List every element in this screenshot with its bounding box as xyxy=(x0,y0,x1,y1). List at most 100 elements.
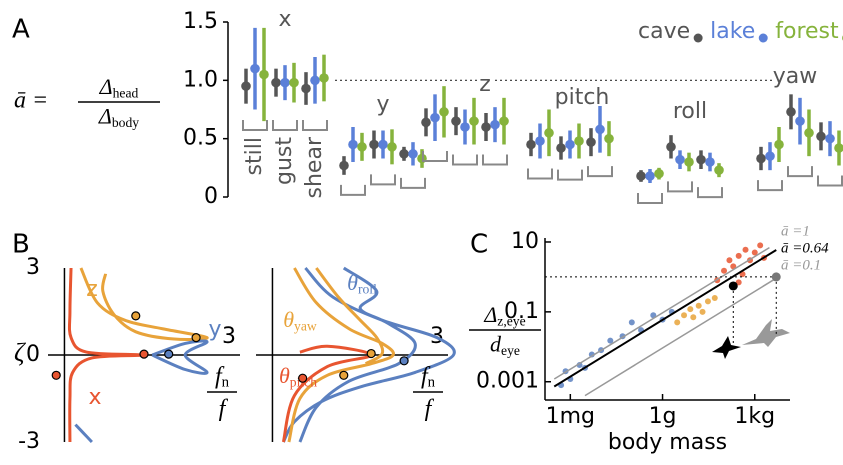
point xyxy=(604,134,614,144)
y-tick-label: 1.0 xyxy=(183,67,218,92)
y-tick-label: 3 xyxy=(26,255,40,280)
group-label: z xyxy=(479,72,491,97)
panel-letter: A xyxy=(12,15,30,45)
curve-label: x xyxy=(88,385,101,410)
point xyxy=(310,76,320,86)
line-label: ā =0.64 xyxy=(781,240,829,256)
point xyxy=(357,142,367,152)
x-axis-label: body mass xyxy=(608,430,727,455)
point xyxy=(786,107,796,117)
x-tick-label: 1mg xyxy=(546,404,595,429)
y-tick-label: 10 xyxy=(511,229,539,254)
subscript: n xyxy=(428,375,436,391)
curve-label: z xyxy=(86,277,98,302)
point xyxy=(340,371,348,379)
point xyxy=(714,165,724,175)
point xyxy=(696,155,706,165)
point xyxy=(654,169,664,179)
legend-label: cave xyxy=(638,19,690,44)
subscript: yaw xyxy=(294,319,317,334)
subscript: n xyxy=(222,375,230,391)
point xyxy=(756,154,766,164)
point xyxy=(369,140,379,150)
condition-label: still xyxy=(242,137,267,175)
y-tick-label: 0 xyxy=(26,342,40,367)
point xyxy=(301,84,311,94)
subscript: head xyxy=(113,85,139,100)
point xyxy=(700,309,706,315)
y-tick-label: -3 xyxy=(18,429,40,454)
legend-dot xyxy=(759,34,768,43)
condition-label: gust xyxy=(272,137,297,185)
point xyxy=(774,140,784,150)
group-label: yaw xyxy=(773,64,818,89)
point xyxy=(825,134,835,144)
point xyxy=(132,312,140,320)
point xyxy=(666,142,676,152)
point xyxy=(348,140,358,150)
point xyxy=(52,371,60,379)
y-tick-label: 0.001 xyxy=(476,369,539,394)
point xyxy=(499,116,509,126)
subscript: body xyxy=(112,115,139,130)
ylabel-lhs: ā = xyxy=(14,88,48,114)
line-label: ā =0.1 xyxy=(781,257,821,273)
subscript: roll xyxy=(358,282,377,297)
point xyxy=(469,116,479,126)
point xyxy=(250,64,260,74)
ylabel: ζ xyxy=(14,338,26,367)
point xyxy=(481,122,491,132)
point xyxy=(367,350,375,358)
group-label: y xyxy=(376,92,389,117)
condition-label: shear xyxy=(302,136,327,198)
point xyxy=(687,306,693,312)
point xyxy=(319,73,329,83)
point xyxy=(674,319,680,325)
point xyxy=(165,350,173,358)
point xyxy=(681,312,687,318)
point xyxy=(408,149,418,159)
group-label: x xyxy=(278,7,291,32)
marker xyxy=(729,281,738,290)
point xyxy=(795,116,805,126)
text-part: Δ xyxy=(99,74,113,99)
point xyxy=(430,113,440,123)
point xyxy=(736,253,742,259)
text-part: z xyxy=(86,277,98,302)
text-part: x xyxy=(88,385,101,410)
y-tick-label: 0 xyxy=(204,184,218,209)
point xyxy=(743,247,749,253)
point xyxy=(140,350,148,358)
point xyxy=(804,128,814,138)
background xyxy=(0,0,843,465)
point xyxy=(726,257,732,263)
marker xyxy=(772,272,781,281)
point xyxy=(705,157,715,167)
point xyxy=(192,334,200,342)
y-tick-label: 0.5 xyxy=(183,126,218,151)
subscript: eye xyxy=(501,343,520,358)
point xyxy=(460,122,470,132)
point xyxy=(816,132,826,142)
point xyxy=(705,298,711,304)
point xyxy=(490,120,500,130)
legend-dot xyxy=(694,34,703,43)
point xyxy=(451,116,461,126)
point xyxy=(696,303,702,309)
point xyxy=(645,171,655,181)
point xyxy=(339,161,349,171)
text-part: Δ xyxy=(98,104,112,129)
text-part: y xyxy=(208,317,221,342)
curve-label: y xyxy=(208,317,221,342)
figure: A B C 00.51.01.5ā =ΔheadΔbodyxstillgusts… xyxy=(0,0,843,465)
x-tick-label: 3 xyxy=(222,324,236,349)
point xyxy=(387,142,397,152)
point xyxy=(565,140,575,150)
subscript: z,eye xyxy=(497,313,525,328)
x-tick-label: 1kg xyxy=(734,404,775,429)
point xyxy=(535,136,545,146)
x-tick-label: 1g xyxy=(649,404,677,429)
text-part: Δ xyxy=(483,302,497,327)
point xyxy=(675,155,685,165)
line-label: ā =1 xyxy=(781,223,810,239)
